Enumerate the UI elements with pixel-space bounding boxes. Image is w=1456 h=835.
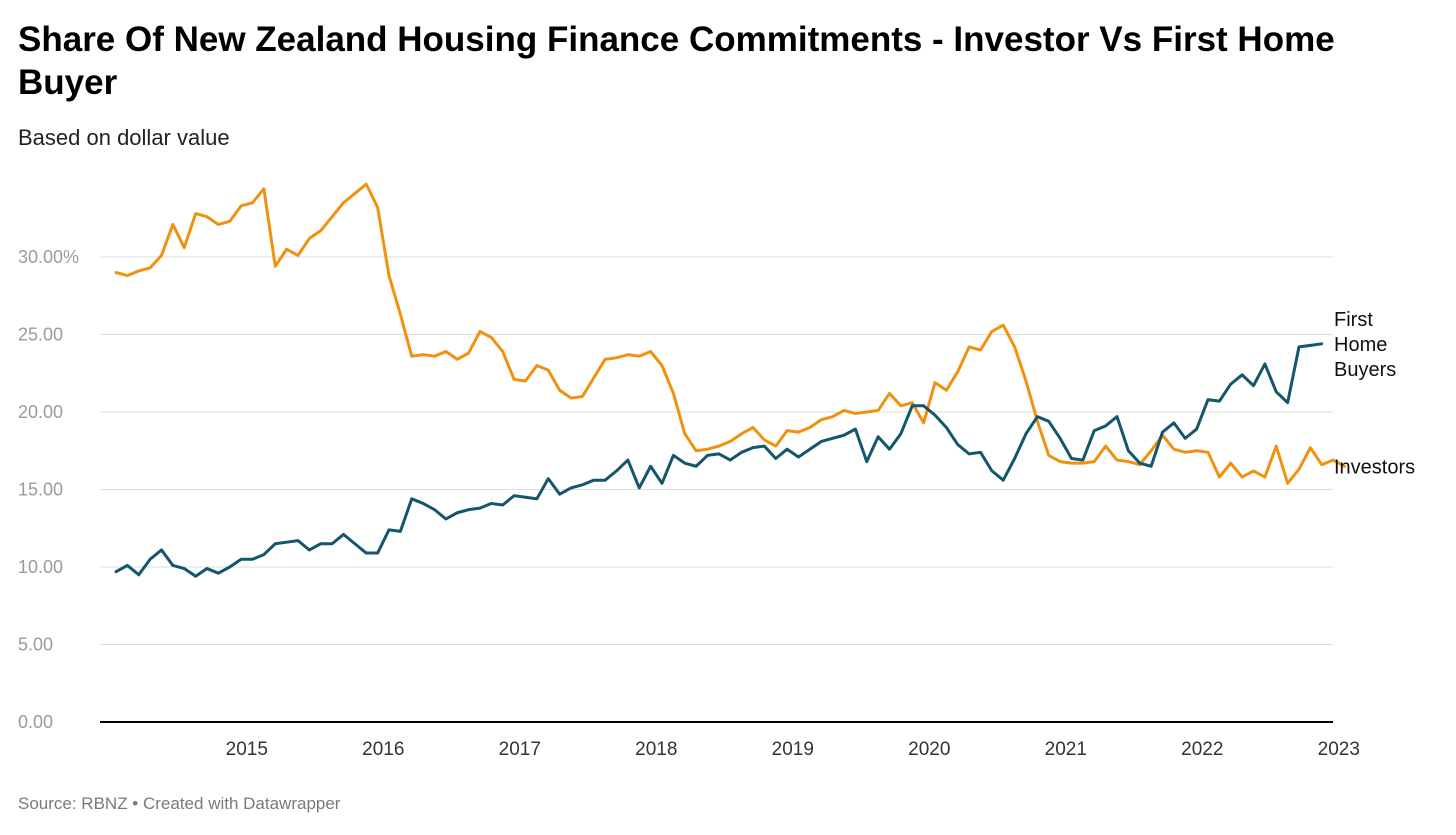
y-tick-label: 20.00: [18, 402, 63, 422]
y-tick-label: 15.00: [18, 480, 63, 500]
y-tick-label: 0.00: [18, 712, 53, 732]
series-label-first-home-buyers: First: [1334, 309, 1373, 331]
x-tick-label: 2018: [635, 739, 677, 760]
x-axis-ticks: 2015 2016 2017 2018 2019 2020 2021 2022 2023: [226, 739, 1360, 760]
y-tick-label: 30.00%: [18, 247, 79, 267]
series-labels: Investors First Home Buyers: [1334, 309, 1415, 478]
y-axis-ticks: 0.00 5.00 10.00 15.00 20.00 25.00 30.00%: [18, 247, 79, 732]
y-tick-label: 25.00: [18, 325, 63, 345]
chart-title: Share Of New Zealand Housing Finance Com…: [18, 20, 1335, 102]
y-tick-label: 10.00: [18, 557, 63, 577]
x-tick-label: 2021: [1045, 739, 1087, 760]
x-tick-label: 2019: [772, 739, 814, 760]
chart-subtitle: Based on dollar value: [18, 125, 230, 150]
x-tick-label: 2023: [1318, 739, 1360, 760]
x-tick-label: 2016: [362, 739, 404, 760]
series-label-investors: Investors: [1334, 456, 1415, 478]
x-tick-label: 2020: [908, 739, 950, 760]
series-lines: [114, 182, 1346, 578]
x-tick-label: 2015: [226, 739, 268, 760]
x-tick-label: 2017: [499, 739, 541, 760]
x-tick-label: 2022: [1181, 739, 1223, 760]
series-label-first-home-buyers: Home: [1334, 334, 1387, 356]
gridlines: [100, 256, 1333, 723]
series-label-first-home-buyers: Buyers: [1334, 359, 1396, 381]
series-line-first-home-buyers: [114, 342, 1324, 578]
source-footer: Source: RBNZ • Created with Datawrapper: [18, 794, 341, 813]
y-tick-label: 5.00: [18, 635, 53, 655]
